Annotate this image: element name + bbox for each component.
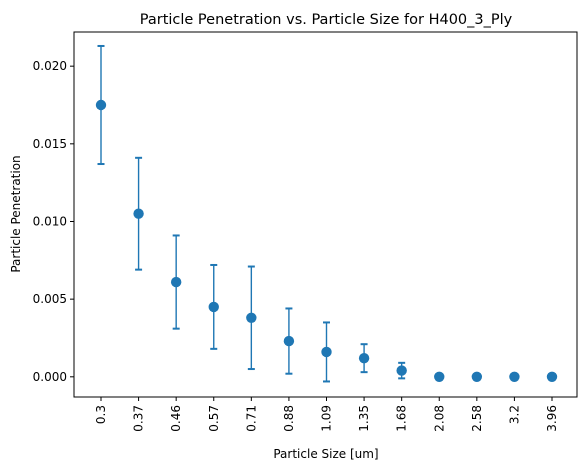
y-tick-label: 0.010	[33, 214, 67, 228]
data-point	[321, 346, 332, 358]
data-point	[170, 276, 182, 288]
x-tick-label: 0.57	[207, 405, 221, 432]
data-point	[246, 312, 257, 323]
data-point	[358, 352, 370, 364]
x-tick-label: 2.58	[470, 405, 484, 432]
x-tick-label: 0.37	[132, 405, 146, 432]
data-point	[434, 371, 445, 383]
chart-title: Particle Penetration vs. Particle Size f…	[140, 12, 513, 28]
data-point	[133, 208, 144, 219]
x-tick-label: 0.3	[94, 405, 108, 424]
data-point	[208, 301, 219, 313]
data-point	[283, 335, 295, 347]
x-axis: 0.3 0.37 0.46 0.57 0.71 0.88 1.09 1.35 1.68 2.08 2…	[94, 397, 559, 432]
x-tick-label: 1.35	[357, 405, 371, 432]
data-point	[471, 371, 483, 383]
x-tick-label: 3.96	[545, 405, 559, 432]
data-point	[509, 371, 520, 383]
plot-area	[95, 44, 558, 383]
y-tick-label: 0.005	[33, 292, 67, 306]
y-axis-label: Particle Penetration	[9, 155, 23, 272]
y-tick-label: 0.000	[33, 370, 67, 384]
y-tick-label: 0.015	[33, 137, 67, 151]
y-axis: 0.000 0.005 0.010 0.015 0.020	[33, 59, 74, 384]
data-point	[396, 365, 407, 376]
x-tick-label: 1.68	[395, 405, 409, 432]
x-tick-label: 0.71	[244, 405, 258, 432]
data-point	[546, 371, 558, 383]
x-tick-label: 0.88	[282, 405, 296, 432]
y-tick-label: 0.020	[33, 59, 67, 73]
x-tick-label: 0.46	[169, 405, 183, 432]
data-point	[95, 99, 107, 111]
x-tick-label: 1.09	[320, 405, 334, 432]
x-tick-label: 3.2	[507, 405, 521, 424]
x-tick-label: 2.08	[432, 405, 446, 432]
plot-frame	[73, 31, 578, 398]
x-axis-label: Particle Size [um]	[273, 447, 378, 461]
